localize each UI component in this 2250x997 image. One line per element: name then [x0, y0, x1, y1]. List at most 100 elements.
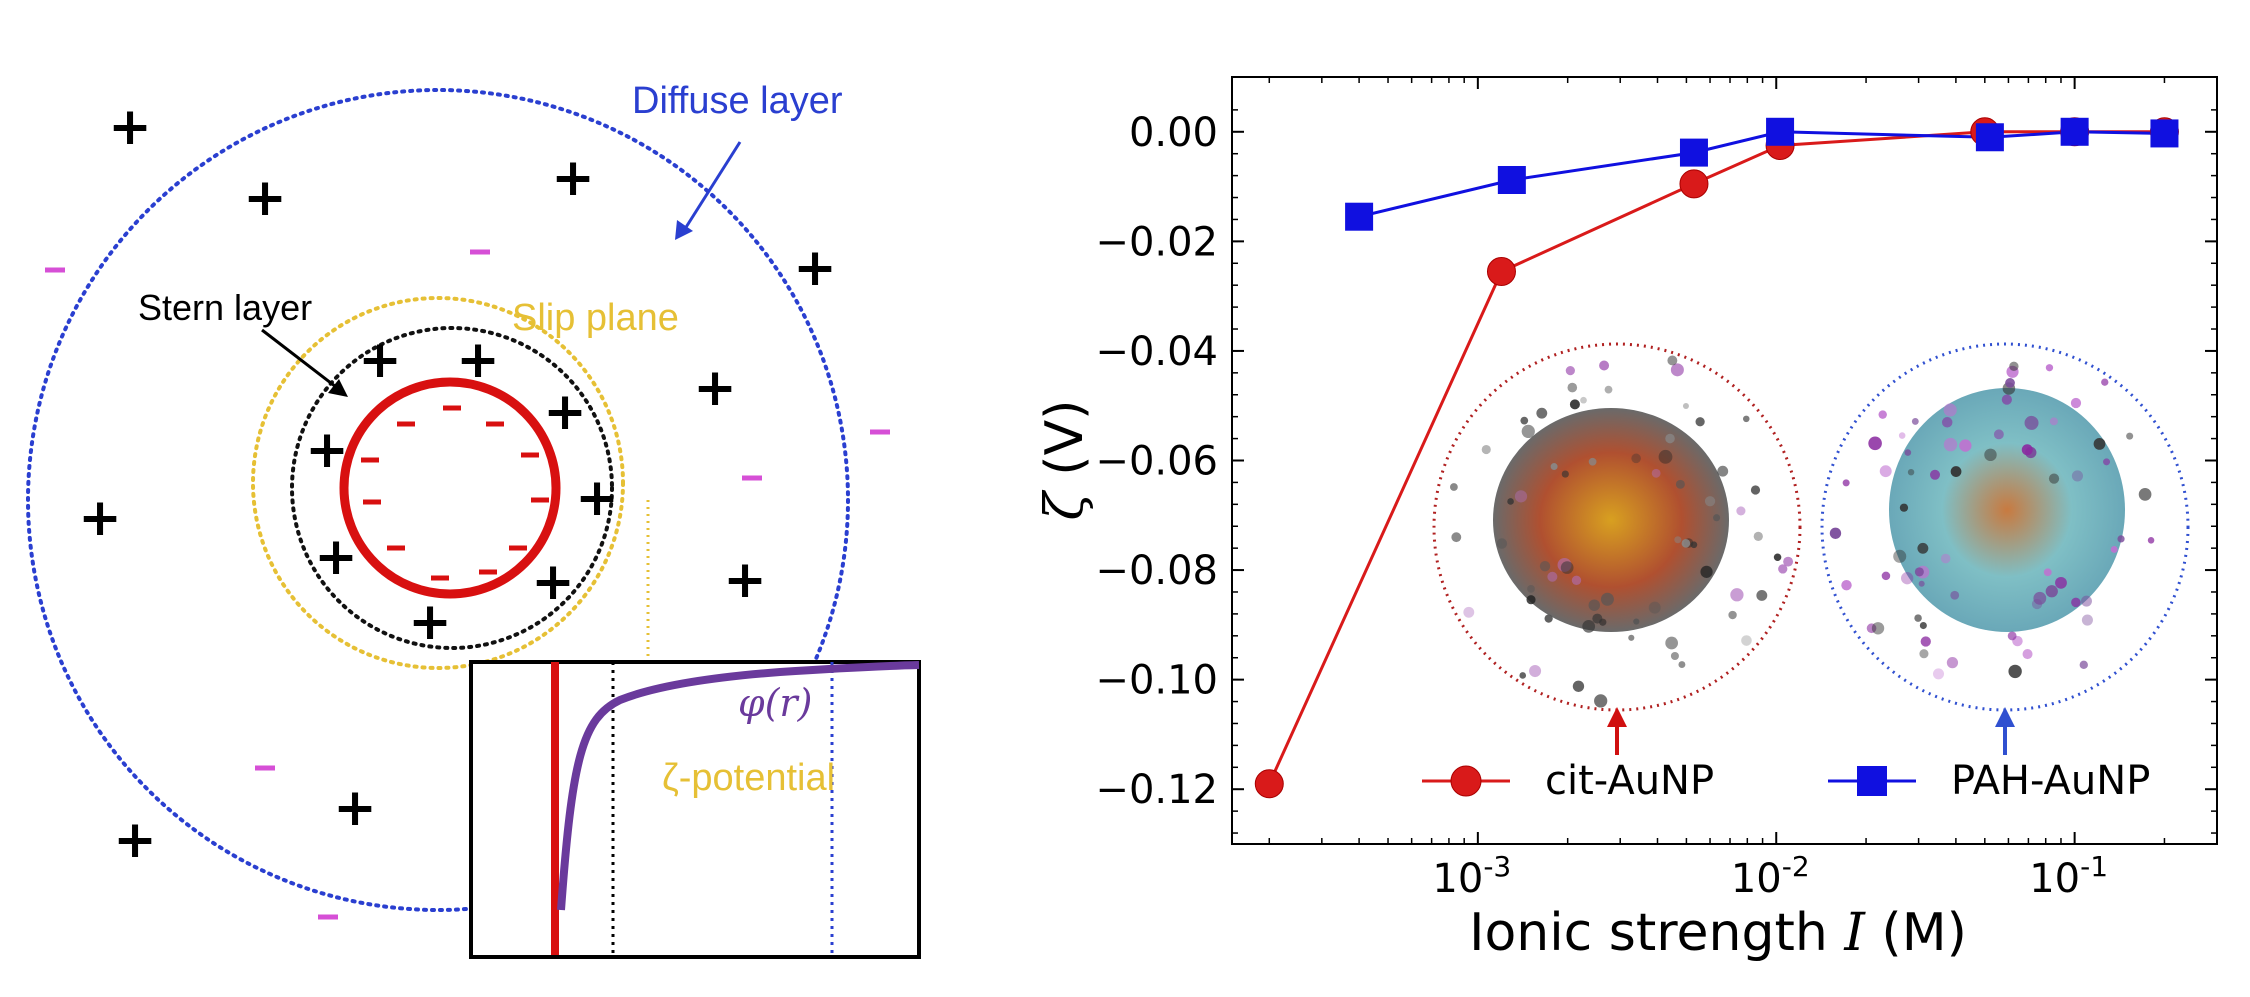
solvent-ion [1750, 485, 1761, 495]
free-anion [470, 249, 490, 255]
y-tick-label: −0.02 [1095, 219, 1218, 265]
potential-curve [557, 661, 920, 911]
potential-inset: φ(r) [469, 660, 921, 959]
solvent-ion [1930, 469, 1941, 480]
solvent-ion [1959, 439, 1972, 452]
solvent-ion [1507, 498, 1514, 505]
snapshot-insets [1432, 342, 2190, 755]
x-axis-label: Ionic strength I (M) [1469, 903, 1967, 963]
potential-inset-frame [469, 660, 921, 959]
plus-ion: + [243, 168, 287, 228]
plus-ion: + [693, 358, 737, 418]
solvent-ion [1463, 606, 1475, 618]
y-tick-label: −0.04 [1095, 329, 1218, 375]
plus-ion: + [408, 592, 452, 652]
solvent-ion [1582, 619, 1596, 633]
solvent-ion [1920, 636, 1931, 647]
solvent-ion [1984, 448, 1997, 462]
solvent-ion [1893, 549, 1907, 563]
x-tick-base: 10 [1432, 856, 1483, 902]
solvent-ion [1675, 479, 1685, 489]
solvent-ion [1520, 416, 1529, 425]
plus-ion: + [723, 550, 767, 610]
particle-minus-charge [397, 421, 415, 427]
solvent-ion [2048, 473, 2060, 484]
solvent-ion [1904, 449, 1912, 456]
series-markers [1254, 117, 2179, 799]
stern-layer-boundary [290, 326, 614, 650]
solvent-ion [2049, 417, 2058, 426]
solvent-ion [1898, 432, 1906, 439]
solvent-ion [1521, 424, 1535, 439]
plus-ion: + [305, 420, 349, 480]
particle-minus-charge [363, 499, 381, 505]
solvent-ion [2024, 415, 2039, 430]
legend-marker-cit [1450, 765, 1482, 797]
plus-ion: + [575, 468, 619, 528]
particle-minus-charge [521, 452, 539, 458]
pah-snapshot-arrowhead [1995, 707, 2015, 727]
solvent-ion [1631, 453, 1641, 464]
series-line-1 [1358, 130, 2165, 219]
solvent-ion [1571, 575, 1582, 586]
free-anion [870, 429, 890, 435]
solvent-ion [1741, 635, 1752, 646]
solvent-ion [1628, 634, 1635, 641]
solvent-ion [1633, 618, 1640, 625]
solvent-ion [1713, 514, 1721, 522]
solvent-ion [1536, 407, 1548, 419]
free-anion [742, 475, 762, 481]
x-tick-label: 10-2 [1731, 850, 1810, 902]
counter-ions: ++ +++ +++++ +++++++ [78, 97, 837, 870]
diffuse-layer-label: Diffuse layer [632, 80, 843, 122]
solvent-ion [2045, 364, 2054, 372]
solvent-ion [1592, 613, 1603, 624]
solvent-ion [2081, 595, 2092, 607]
solvent-ion [2126, 432, 2134, 440]
solvent-ion [2001, 394, 2012, 405]
particle-minus-charge [531, 497, 549, 503]
solvent-ion [1871, 622, 1885, 635]
solvent-ion [1539, 560, 1551, 572]
solvent-ion [1481, 444, 1491, 455]
solvent-ion [1594, 694, 1608, 708]
solvent-ion [2008, 664, 2022, 679]
double-layer-diagram: ++ +++ +++++ +++++++ Diffuse layer Stern la… [26, 80, 921, 959]
solvent-ion [1565, 366, 1575, 376]
free-anion [318, 914, 338, 920]
solvent-ion [2103, 458, 2111, 466]
solvent-ion [1783, 556, 1794, 567]
solvent-ion [1717, 465, 1729, 477]
particle-minus-charge [443, 405, 461, 411]
solvent-ion [1648, 601, 1661, 614]
plus-ion: + [333, 778, 377, 838]
x-tick-label: 10-1 [2029, 850, 2108, 902]
solvent-ion [1943, 403, 1957, 417]
solvent-ion [2147, 537, 2155, 544]
x-tick-base: 10 [1731, 856, 1782, 902]
solvent-ion [1670, 363, 1684, 377]
x-axis-unit: (M) [1865, 903, 1967, 963]
data-point-pah [1679, 138, 1708, 167]
solvent-ion [1544, 614, 1553, 623]
solvent-ion [2117, 535, 2125, 543]
solvent-ion [1529, 665, 1542, 678]
data-point-pah [2150, 119, 2179, 148]
solvent-ion [1569, 399, 1580, 410]
solvent-ion [1917, 542, 1929, 554]
solvent-ion [2022, 649, 2033, 660]
solvent-ion [1547, 571, 1558, 582]
pah-nanoparticle [1889, 388, 2125, 632]
solvent-ion [1753, 531, 1763, 542]
solvent-ion [1600, 592, 1614, 606]
solvent-ion [1526, 595, 1536, 605]
particle-minus-charge [387, 545, 405, 551]
y-tick-label: −0.12 [1095, 767, 1218, 813]
phi-label: φ(r) [738, 681, 812, 725]
solvent-ion [2070, 397, 2082, 409]
x-axis-label-text: Ionic strength [1469, 903, 1844, 963]
solvent-ion [1868, 436, 1882, 451]
solvent-ion [1736, 506, 1746, 516]
free-anion [45, 267, 65, 273]
